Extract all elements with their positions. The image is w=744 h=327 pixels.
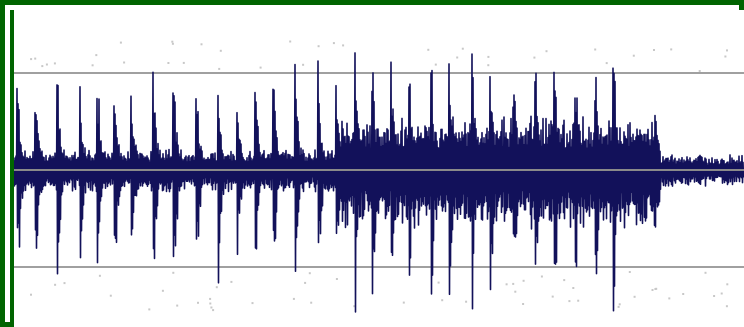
speckle-dot	[438, 282, 440, 284]
speckle-dot	[713, 295, 715, 297]
speckle-dot	[289, 41, 291, 43]
speckle-dot	[336, 278, 338, 280]
speckle-dot	[619, 303, 621, 305]
speckle-dot	[212, 309, 214, 311]
speckle-dot	[533, 57, 535, 59]
speckle-dot	[506, 283, 508, 285]
speckle-dot	[568, 300, 570, 302]
speckle-dot	[209, 303, 211, 305]
speckle-dot	[310, 302, 312, 304]
speckle-dot	[441, 299, 443, 301]
speckle-dot	[230, 281, 232, 283]
speckle-dot	[670, 48, 672, 50]
speckle-dot	[95, 54, 97, 56]
speckle-dot	[209, 298, 211, 300]
speckle-dot	[633, 55, 635, 57]
speckle-dot	[726, 283, 728, 285]
speckle-dot	[167, 62, 169, 64]
speckle-dot	[197, 302, 199, 304]
speckle-dot	[252, 302, 254, 304]
speckle-dot	[705, 272, 707, 274]
left-edge-marker	[10, 10, 14, 327]
speckle-dot	[216, 286, 218, 288]
speckle-dot	[318, 45, 320, 47]
speckle-dot	[634, 296, 636, 298]
speckle-dot	[64, 282, 66, 284]
speckle-dot	[218, 68, 220, 70]
speckle-dot	[721, 293, 723, 295]
speckle-dot	[120, 42, 122, 44]
speckle-dot	[654, 288, 656, 290]
speckle-dot	[171, 41, 173, 43]
speckle-dot	[546, 50, 548, 52]
waveform-canvas[interactable]	[10, 10, 744, 327]
speckle-dot	[563, 279, 565, 281]
speckle-dot	[487, 56, 489, 58]
speckle-dot	[99, 275, 101, 277]
speckle-dot	[220, 50, 222, 52]
speckle-dot	[148, 308, 150, 310]
speckle-dot	[30, 58, 32, 60]
speckle-dot	[456, 57, 458, 59]
speckle-dot	[260, 67, 262, 69]
speckle-dot	[30, 294, 32, 296]
speckle-dot	[699, 70, 701, 72]
speckle-dot	[123, 62, 125, 64]
speckle-dot	[34, 58, 36, 60]
speckle-dot	[465, 301, 467, 303]
speckle-dot	[172, 272, 174, 274]
speckle-dot	[304, 282, 306, 284]
speckle-dot	[541, 276, 543, 278]
speckle-dot	[514, 291, 516, 293]
speckle-dot	[110, 295, 112, 297]
speckle-dot	[606, 62, 608, 64]
speckle-dot	[523, 280, 525, 282]
speckle-dot	[162, 290, 164, 292]
speckle-dot	[653, 49, 655, 51]
speckle-dot	[724, 56, 726, 58]
waveform-panel[interactable]	[10, 10, 744, 327]
speckle-dot	[183, 62, 185, 64]
speckle-dot	[293, 298, 295, 300]
speckle-dot	[726, 49, 728, 51]
speckle-dot	[427, 49, 429, 51]
speckle-dot	[512, 283, 514, 285]
speckle-dot	[302, 64, 304, 66]
speckle-dot	[577, 300, 579, 302]
speckle-dot	[333, 42, 335, 44]
speckle-dot	[618, 306, 620, 308]
speckle-dot	[403, 302, 405, 304]
speckle-dot	[682, 293, 684, 295]
speckle-dot	[41, 65, 43, 67]
speckle-dot	[54, 62, 56, 64]
speckle-dot	[552, 296, 554, 298]
speckle-dot	[210, 307, 212, 309]
speckle-dot	[487, 64, 489, 66]
speckle-dot	[342, 44, 344, 46]
speckle-dot	[92, 64, 94, 66]
speckle-dot	[54, 284, 56, 286]
speckle-dot	[46, 64, 48, 66]
speckle-dot	[176, 305, 178, 307]
speckle-dot	[726, 305, 728, 307]
speckle-dot	[668, 297, 670, 299]
speckle-dot	[594, 49, 596, 51]
speckle-dot	[522, 303, 524, 305]
speckle-dot	[309, 272, 311, 274]
speckle-dot	[629, 271, 631, 273]
speckle-dot	[652, 289, 654, 291]
speckle-dot	[462, 48, 464, 50]
speckle-dot	[572, 287, 574, 289]
speckle-dot	[201, 43, 203, 45]
speckle-dot	[172, 43, 174, 45]
speckle-dot	[435, 64, 437, 66]
